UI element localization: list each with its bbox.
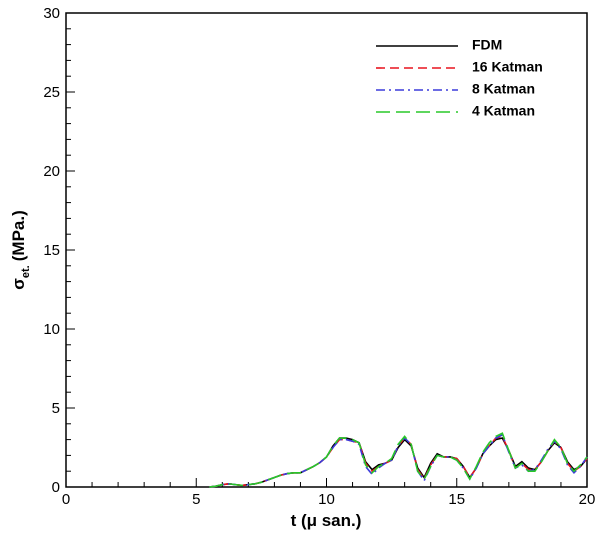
x-tick-label: 20 [579,491,596,508]
series-line [209,432,588,488]
legend-label: 8 Katman [472,81,535,97]
y-label-symbol: σ [9,278,28,290]
y-tick-label: 5 [52,400,60,417]
legend-label: FDM [472,37,502,53]
series-line [209,437,588,488]
y-axis-label: σet. (MPa.) [9,210,32,289]
x-tick-label: 10 [318,491,335,508]
y-tick-label: 25 [43,84,60,101]
x-axis-label: t (μ san.) [291,511,362,530]
legend-label: 4 Katman [472,103,535,119]
x-tick-label: 5 [192,491,200,508]
y-tick-label: 30 [43,5,60,22]
x-tick-label: 15 [448,491,465,508]
y-label-subscript: et. [20,265,32,278]
y-tick-label: 15 [43,242,60,259]
y-tick-label: 0 [52,479,60,496]
series-line [209,433,588,488]
y-tick-label: 20 [43,163,60,180]
y-label-unit: (MPa.) [9,210,28,261]
y-tick-label: 10 [43,321,60,338]
x-tick-label: 0 [62,491,70,508]
legend-label: 16 Katman [472,59,543,75]
